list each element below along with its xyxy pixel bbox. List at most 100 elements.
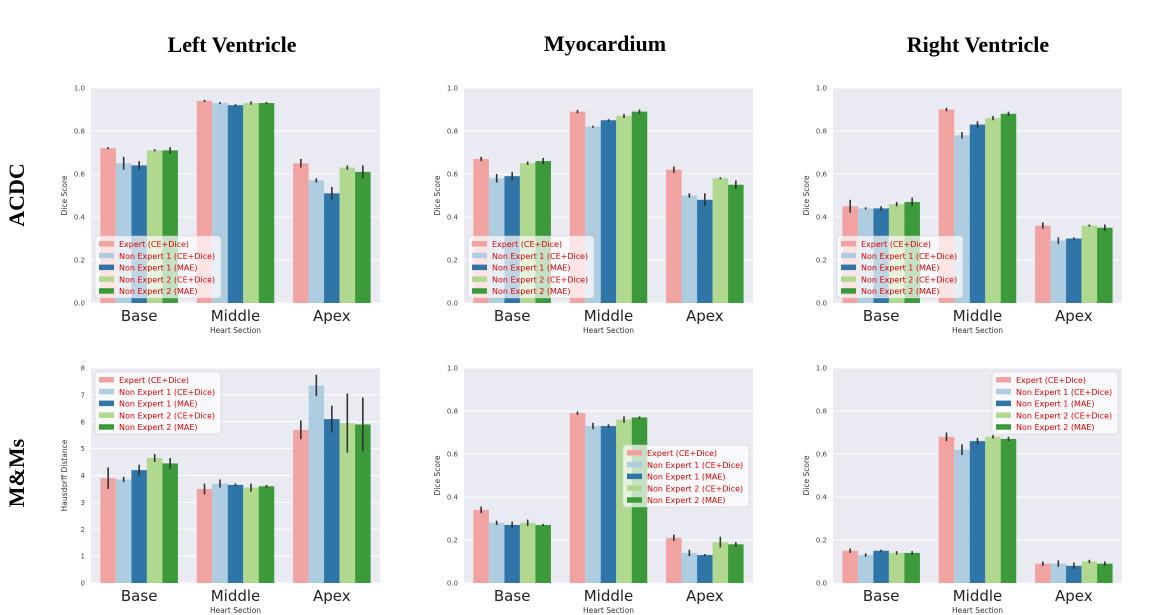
legend-box [836, 235, 964, 299]
legend: Expert (CE+Dice) Non Expert 1 (CE+Dice) No… [94, 235, 222, 299]
legend-label: Non Expert 1 (MAE) [1016, 400, 1095, 409]
bar [1035, 563, 1051, 583]
y-tick-label: 0.0 [447, 580, 458, 588]
x-axis-label: Heart Section [210, 326, 261, 335]
bar [666, 169, 682, 303]
legend-label: Non Expert 2 (MAE) [861, 287, 940, 296]
y-tick-label: 0.0 [816, 580, 827, 588]
row-title-mnms: M&Ms [4, 438, 29, 507]
bar [1035, 225, 1051, 303]
x-category-label: Apex [313, 307, 351, 325]
legend-label: Expert (CE+Dice) [861, 240, 931, 249]
legend-label: Non Expert 2 (MAE) [119, 423, 198, 432]
x-category-label: Base [494, 587, 531, 605]
bar [1066, 565, 1082, 583]
x-category-label: Middle [584, 307, 634, 325]
bar [339, 167, 356, 303]
x-category-label: Middle [953, 587, 1003, 605]
legend-label: Non Expert 2 (MAE) [647, 496, 726, 505]
bar [258, 103, 275, 303]
legend-label: Non Expert 2 (CE+Dice) [119, 411, 215, 420]
y-tick-label: 0.2 [816, 257, 827, 265]
y-tick-label: 0.4 [816, 214, 828, 222]
x-category-label: Middle [584, 587, 634, 605]
bar [585, 426, 601, 583]
y-tick-label: 0.6 [447, 171, 459, 179]
legend-box [94, 235, 222, 299]
legend-swatch [996, 424, 1011, 430]
legend-swatch [99, 377, 114, 383]
chart-mnms-myo: 0.0 0.2 0.4 0.6 0.8 1.0 Dice Score Heart Sectio… [433, 365, 753, 615]
bar [355, 171, 371, 303]
bar [631, 111, 648, 304]
bar [1097, 563, 1113, 583]
bar [355, 424, 371, 583]
x-category-label: Base [863, 587, 900, 605]
y-axis-label: Dice Score [802, 175, 811, 215]
y-tick-label: 0.8 [447, 128, 458, 136]
bar [146, 458, 163, 583]
legend-swatch [472, 252, 487, 259]
bar [938, 436, 955, 583]
bar [293, 163, 309, 303]
legend-swatch [99, 388, 114, 395]
legend-swatch [841, 288, 856, 294]
legend-label: Non Expert 1 (CE+Dice) [119, 388, 215, 397]
x-category-label: Apex [1055, 307, 1093, 325]
x-category-label: Apex [686, 587, 724, 605]
y-tick-label: 0.6 [447, 451, 459, 459]
legend-swatch [99, 264, 114, 271]
chart-mnms-lv: 0 1 2 3 4 5 6 7 8 Hausdorff Distance Heart Section… [60, 365, 380, 615]
bar [1081, 225, 1098, 303]
bar [873, 550, 889, 583]
legend-swatch [472, 288, 487, 294]
x-category-label: Base [494, 307, 531, 325]
legend-swatch [99, 424, 114, 430]
bar [954, 449, 970, 583]
bar [728, 544, 744, 583]
x-axis-label: Heart Section [583, 606, 634, 615]
y-tick-label: 0 [81, 580, 85, 588]
bar [473, 509, 489, 583]
column-title-left-ventricle: Left Ventricle [168, 32, 297, 57]
bar [1000, 438, 1017, 583]
y-tick-label: 0.0 [74, 300, 85, 308]
legend-swatch [841, 252, 856, 259]
legend-swatch [99, 412, 114, 418]
legend-box [94, 371, 222, 435]
bar [227, 484, 244, 583]
y-tick-label: 0.6 [816, 451, 828, 459]
y-tick-label: 1.0 [447, 365, 458, 373]
legend-box [622, 444, 750, 508]
bar [196, 488, 213, 583]
legend-swatch [99, 276, 114, 282]
bar [712, 542, 729, 583]
legend-label: Non Expert 1 (CE+Dice) [861, 252, 957, 261]
y-tick-label: 0.6 [816, 171, 828, 179]
bar [162, 463, 178, 583]
x-category-label: Middle [953, 307, 1003, 325]
y-axis-label: Dice Score [60, 175, 69, 215]
y-tick-label: 1.0 [816, 365, 827, 373]
bar [308, 385, 325, 583]
bar [212, 483, 228, 583]
bar [616, 115, 632, 303]
x-axis-label: Heart Section [952, 606, 1003, 615]
y-tick-label: 1.0 [74, 85, 85, 93]
bar [600, 426, 617, 583]
bar [488, 522, 505, 583]
bar [857, 555, 874, 583]
legend-swatch [627, 485, 642, 491]
x-category-label: Middle [211, 587, 261, 605]
legend-label: Non Expert 2 (CE+Dice) [1016, 411, 1112, 420]
legend-swatch [627, 450, 642, 456]
bar [115, 479, 132, 583]
y-tick-label: 0.4 [447, 494, 459, 502]
bar [697, 555, 713, 583]
y-tick-label: 0.6 [74, 171, 86, 179]
legend-swatch [841, 264, 856, 271]
y-tick-label: 0.0 [447, 300, 458, 308]
y-tick-label: 0.8 [447, 408, 458, 416]
legend-label: Non Expert 1 (CE+Dice) [1016, 388, 1112, 397]
legend-swatch [996, 388, 1011, 395]
